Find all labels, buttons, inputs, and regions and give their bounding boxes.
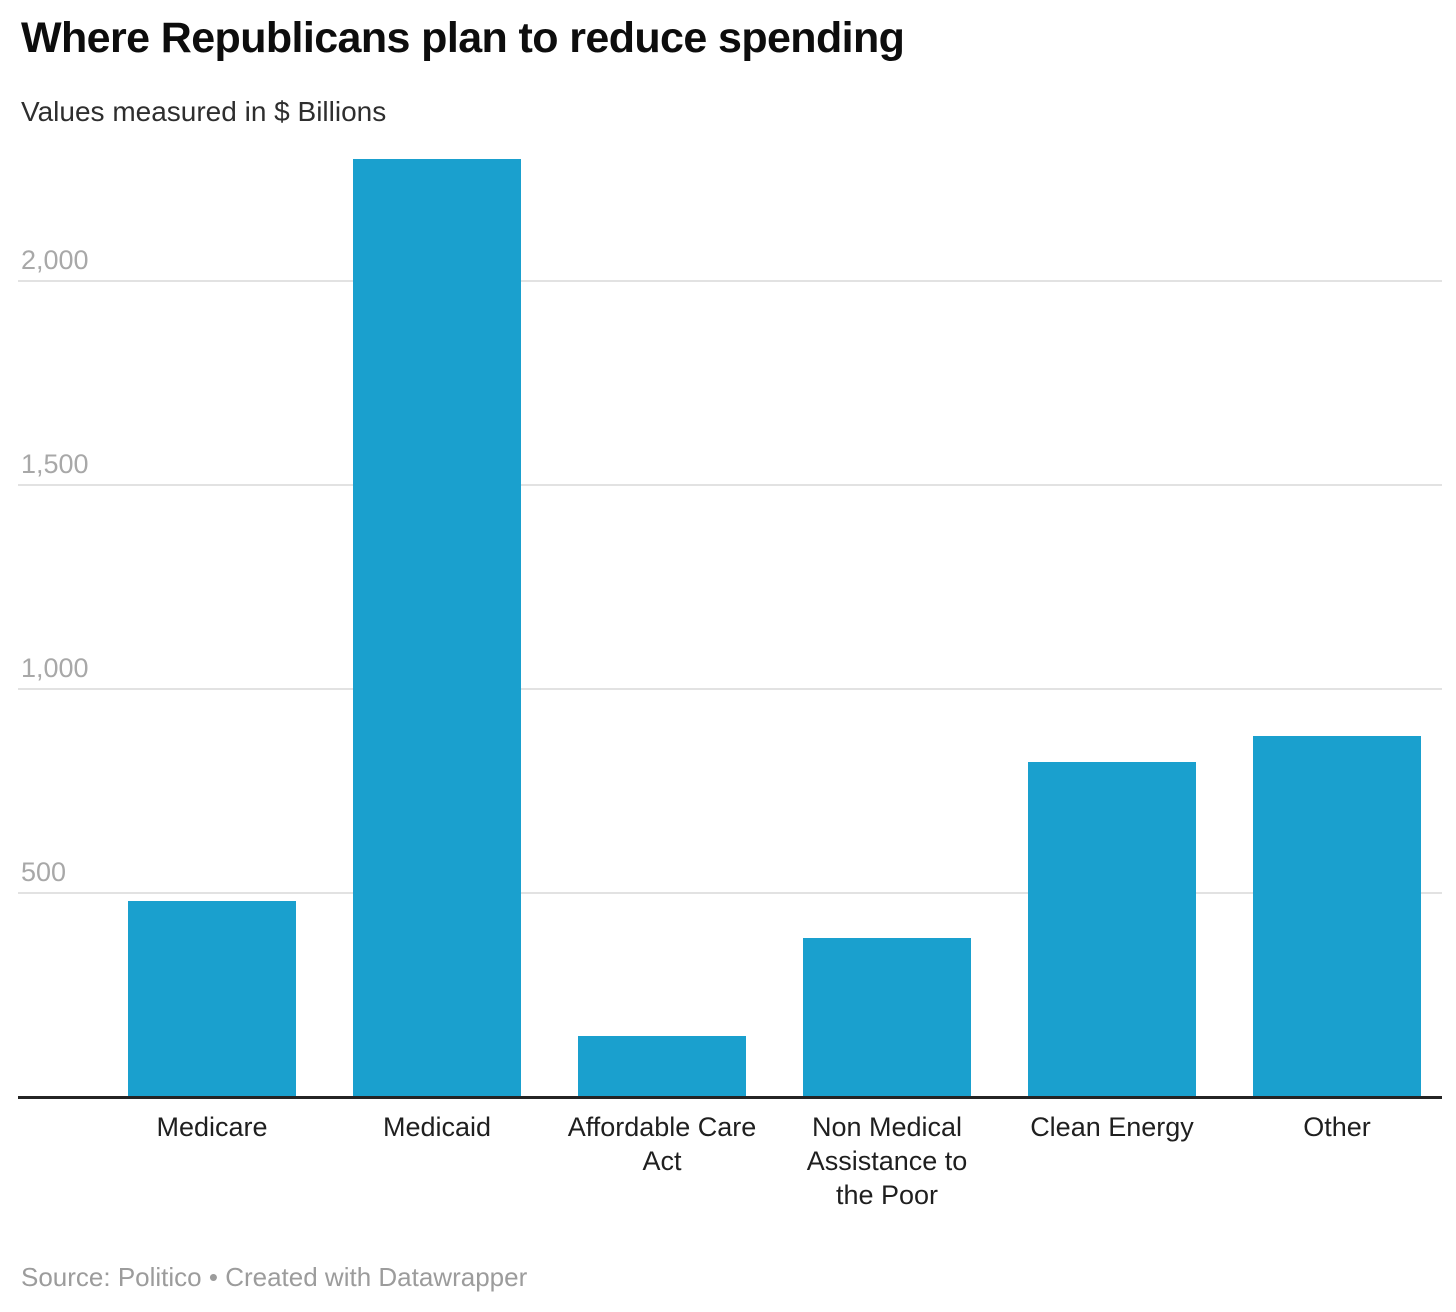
x-axis-label: Medicare: [100, 1110, 324, 1144]
x-axis-label: Medicaid: [325, 1110, 549, 1144]
x-axis-label-line: the Poor: [835, 1180, 939, 1210]
y-tick-label: 500: [21, 857, 67, 887]
x-axis-label-line: Clean Energy: [1030, 1112, 1194, 1142]
bar-non-medical-assistance-to-the-poor: [803, 938, 971, 1097]
source-attribution: Source: Politico • Created with Datawrap…: [21, 1262, 528, 1292]
x-axis-label: Non Medical Assistance to the Poor: [775, 1110, 999, 1212]
x-axis-label-line: Medicare: [156, 1112, 268, 1142]
x-axis-label: Affordable Care Act: [550, 1110, 774, 1178]
bar-affordable-care-act: [578, 1036, 746, 1097]
x-axis-label-line: Act: [642, 1146, 682, 1176]
bar-medicare: [128, 901, 296, 1097]
chart-subtitle: Values measured in $ Billions: [21, 96, 387, 127]
gridline-1000: [18, 688, 1442, 690]
x-axis-label-line: Non Medical: [811, 1112, 963, 1142]
gridline-500: [18, 892, 1442, 894]
gridline-2000: [18, 280, 1442, 282]
bar-other: [1253, 736, 1421, 1097]
x-axis-label-line: Affordable Care: [567, 1112, 757, 1142]
x-axis-label: Other: [1225, 1110, 1449, 1144]
x-axis-label-line: Assistance to: [806, 1146, 968, 1176]
y-tick-label: 1,000: [21, 653, 89, 683]
plot-area: 500 1,000 1,500 2,000: [18, 150, 1442, 1097]
y-tick-label: 1,500: [21, 449, 89, 479]
gridline-1500: [18, 484, 1442, 486]
x-axis-label: Clean Energy: [1000, 1110, 1224, 1144]
y-tick-label: 2,000: [21, 245, 89, 275]
chart-title: Where Republicans plan to reduce spendin…: [21, 14, 905, 62]
x-axis-line: [18, 1096, 1442, 1099]
bar-medicaid: [353, 159, 521, 1097]
x-axis-label-line: Medicaid: [382, 1112, 492, 1142]
x-axis-label-line: Other: [1303, 1112, 1371, 1142]
bar-clean-energy: [1028, 762, 1196, 1097]
